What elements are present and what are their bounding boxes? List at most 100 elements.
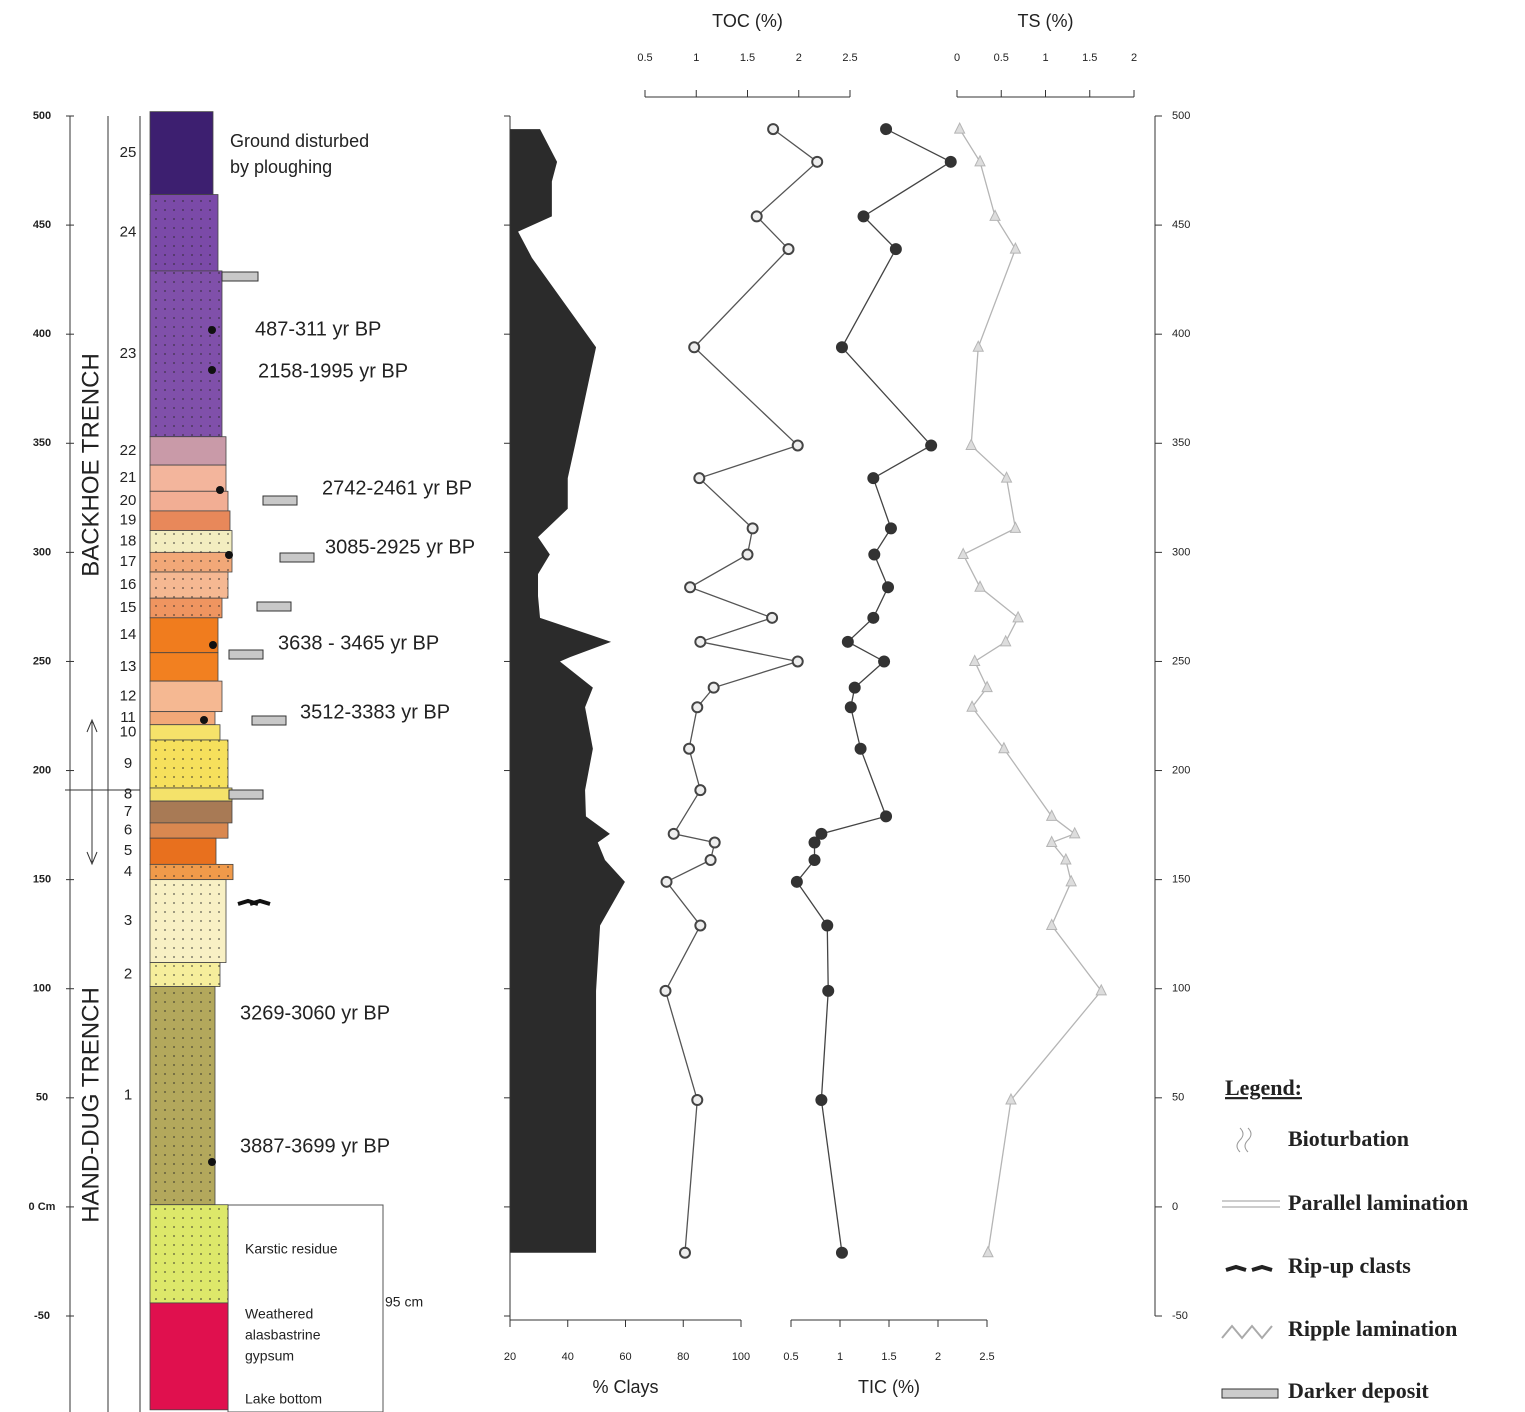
unit-texture <box>150 1205 228 1303</box>
y2-tick-label: 0 <box>1172 1201 1178 1213</box>
y2-tick-label: -50 <box>1172 1310 1188 1322</box>
x-tick-label: 2 <box>1131 52 1137 64</box>
y2-tick-label: 250 <box>1172 655 1190 667</box>
stratigraphic-unit <box>150 838 216 864</box>
point <box>958 549 968 559</box>
stratigraphic-unit <box>150 1303 228 1410</box>
y2-tick-label: 150 <box>1172 874 1190 886</box>
unit-label: 18 <box>120 532 137 549</box>
point <box>970 655 980 665</box>
date-label: 3512-3383 yr BP <box>300 701 450 723</box>
x-axis-title: TIC (%) <box>858 1377 920 1397</box>
point <box>1010 522 1020 532</box>
unit-texture <box>150 271 222 437</box>
annotation: gypsum <box>245 1348 294 1364</box>
unit-label: 15 <box>120 599 137 616</box>
x-tick-label: 60 <box>619 1351 631 1363</box>
x-tick-label: 0.5 <box>994 52 1009 64</box>
y-tick-label: 100 <box>33 983 51 995</box>
x-tick-label: 80 <box>677 1351 689 1363</box>
point <box>855 743 866 754</box>
point <box>926 440 937 451</box>
point <box>1070 828 1080 838</box>
point <box>983 1247 993 1257</box>
point <box>793 656 803 666</box>
point <box>706 855 716 865</box>
point <box>695 920 705 930</box>
point <box>836 342 847 353</box>
date-label: 2742-2461 yr BP <box>322 477 472 499</box>
y2-tick-label: 500 <box>1172 110 1190 122</box>
point <box>845 702 856 713</box>
stratigraphic-unit <box>150 801 232 823</box>
point <box>752 211 762 221</box>
point <box>1066 876 1076 886</box>
unit-texture <box>150 531 232 553</box>
y2-tick-label: 200 <box>1172 764 1190 776</box>
unit-label: 2 <box>124 966 132 983</box>
x-tick-label: 40 <box>562 1351 574 1363</box>
annotation: Karstic residue <box>245 1241 338 1257</box>
stratigraphic-unit <box>150 681 222 712</box>
annotation: Lake bottom <box>245 1391 322 1407</box>
figure: BACKHOE TRENCH HAND-DUG TRENCH 252423222… <box>0 0 1525 1412</box>
date-label: 487-311 yr BP <box>255 318 381 340</box>
point <box>812 157 822 167</box>
x-axis-title: % Clays <box>592 1377 658 1397</box>
y-tick-label: 150 <box>33 874 51 886</box>
date-label: 2158-1995 yr BP <box>258 360 408 382</box>
point <box>890 244 901 255</box>
point <box>1001 636 1011 646</box>
x-axis-title: TS (%) <box>1018 11 1074 31</box>
point <box>868 473 879 484</box>
point <box>975 581 985 591</box>
unit-label: 10 <box>120 723 137 740</box>
date-label: 3085-2925 yr BP <box>325 536 475 558</box>
unit-label: 4 <box>124 863 132 880</box>
point <box>955 123 965 133</box>
x-tick-label: 0.5 <box>783 1351 798 1363</box>
point <box>883 582 894 593</box>
point <box>689 342 699 352</box>
legend-label: Bioturbation <box>1288 1126 1409 1151</box>
unit-texture <box>150 195 218 271</box>
unit-label: 22 <box>120 442 137 459</box>
unit-label: 5 <box>124 842 132 859</box>
point <box>966 439 976 449</box>
legend-label: Parallel lamination <box>1288 1190 1468 1215</box>
profile-line <box>960 129 1102 1253</box>
unit-texture <box>150 987 215 1205</box>
point <box>1047 919 1057 929</box>
stratigraphic-unit <box>150 511 230 531</box>
stratigraphic-unit <box>150 823 228 838</box>
unit-texture <box>150 963 220 987</box>
point <box>982 682 992 692</box>
point <box>809 855 820 866</box>
legend-label: Darker deposit <box>1288 1378 1429 1403</box>
stratigraphic-unit <box>150 437 226 465</box>
clay-area <box>510 129 625 1253</box>
annotation: Ground disturbed <box>230 131 369 151</box>
point <box>879 656 890 667</box>
y2-tick-label: 400 <box>1172 328 1190 340</box>
y2-tick-label: 450 <box>1172 219 1190 231</box>
point <box>1013 612 1023 622</box>
point <box>881 124 892 135</box>
x-tick-label: 20 <box>504 1351 516 1363</box>
x-tick-label: 1 <box>693 52 699 64</box>
profile-line <box>666 129 818 1253</box>
point <box>836 1247 847 1258</box>
unit-label: 6 <box>124 822 132 839</box>
trench-label: BACKHOE TRENCH <box>77 353 104 577</box>
unit-texture <box>150 598 222 618</box>
y-tick-label: 400 <box>33 328 51 340</box>
stratigraphic-unit <box>150 788 232 801</box>
point <box>767 613 777 623</box>
point <box>748 523 758 533</box>
unit-label: 25 <box>120 144 137 161</box>
x-tick-label: 1 <box>1042 52 1048 64</box>
unit-label: 19 <box>120 512 137 529</box>
legend-icon <box>1222 1389 1278 1398</box>
point <box>822 920 833 931</box>
point <box>791 876 802 887</box>
